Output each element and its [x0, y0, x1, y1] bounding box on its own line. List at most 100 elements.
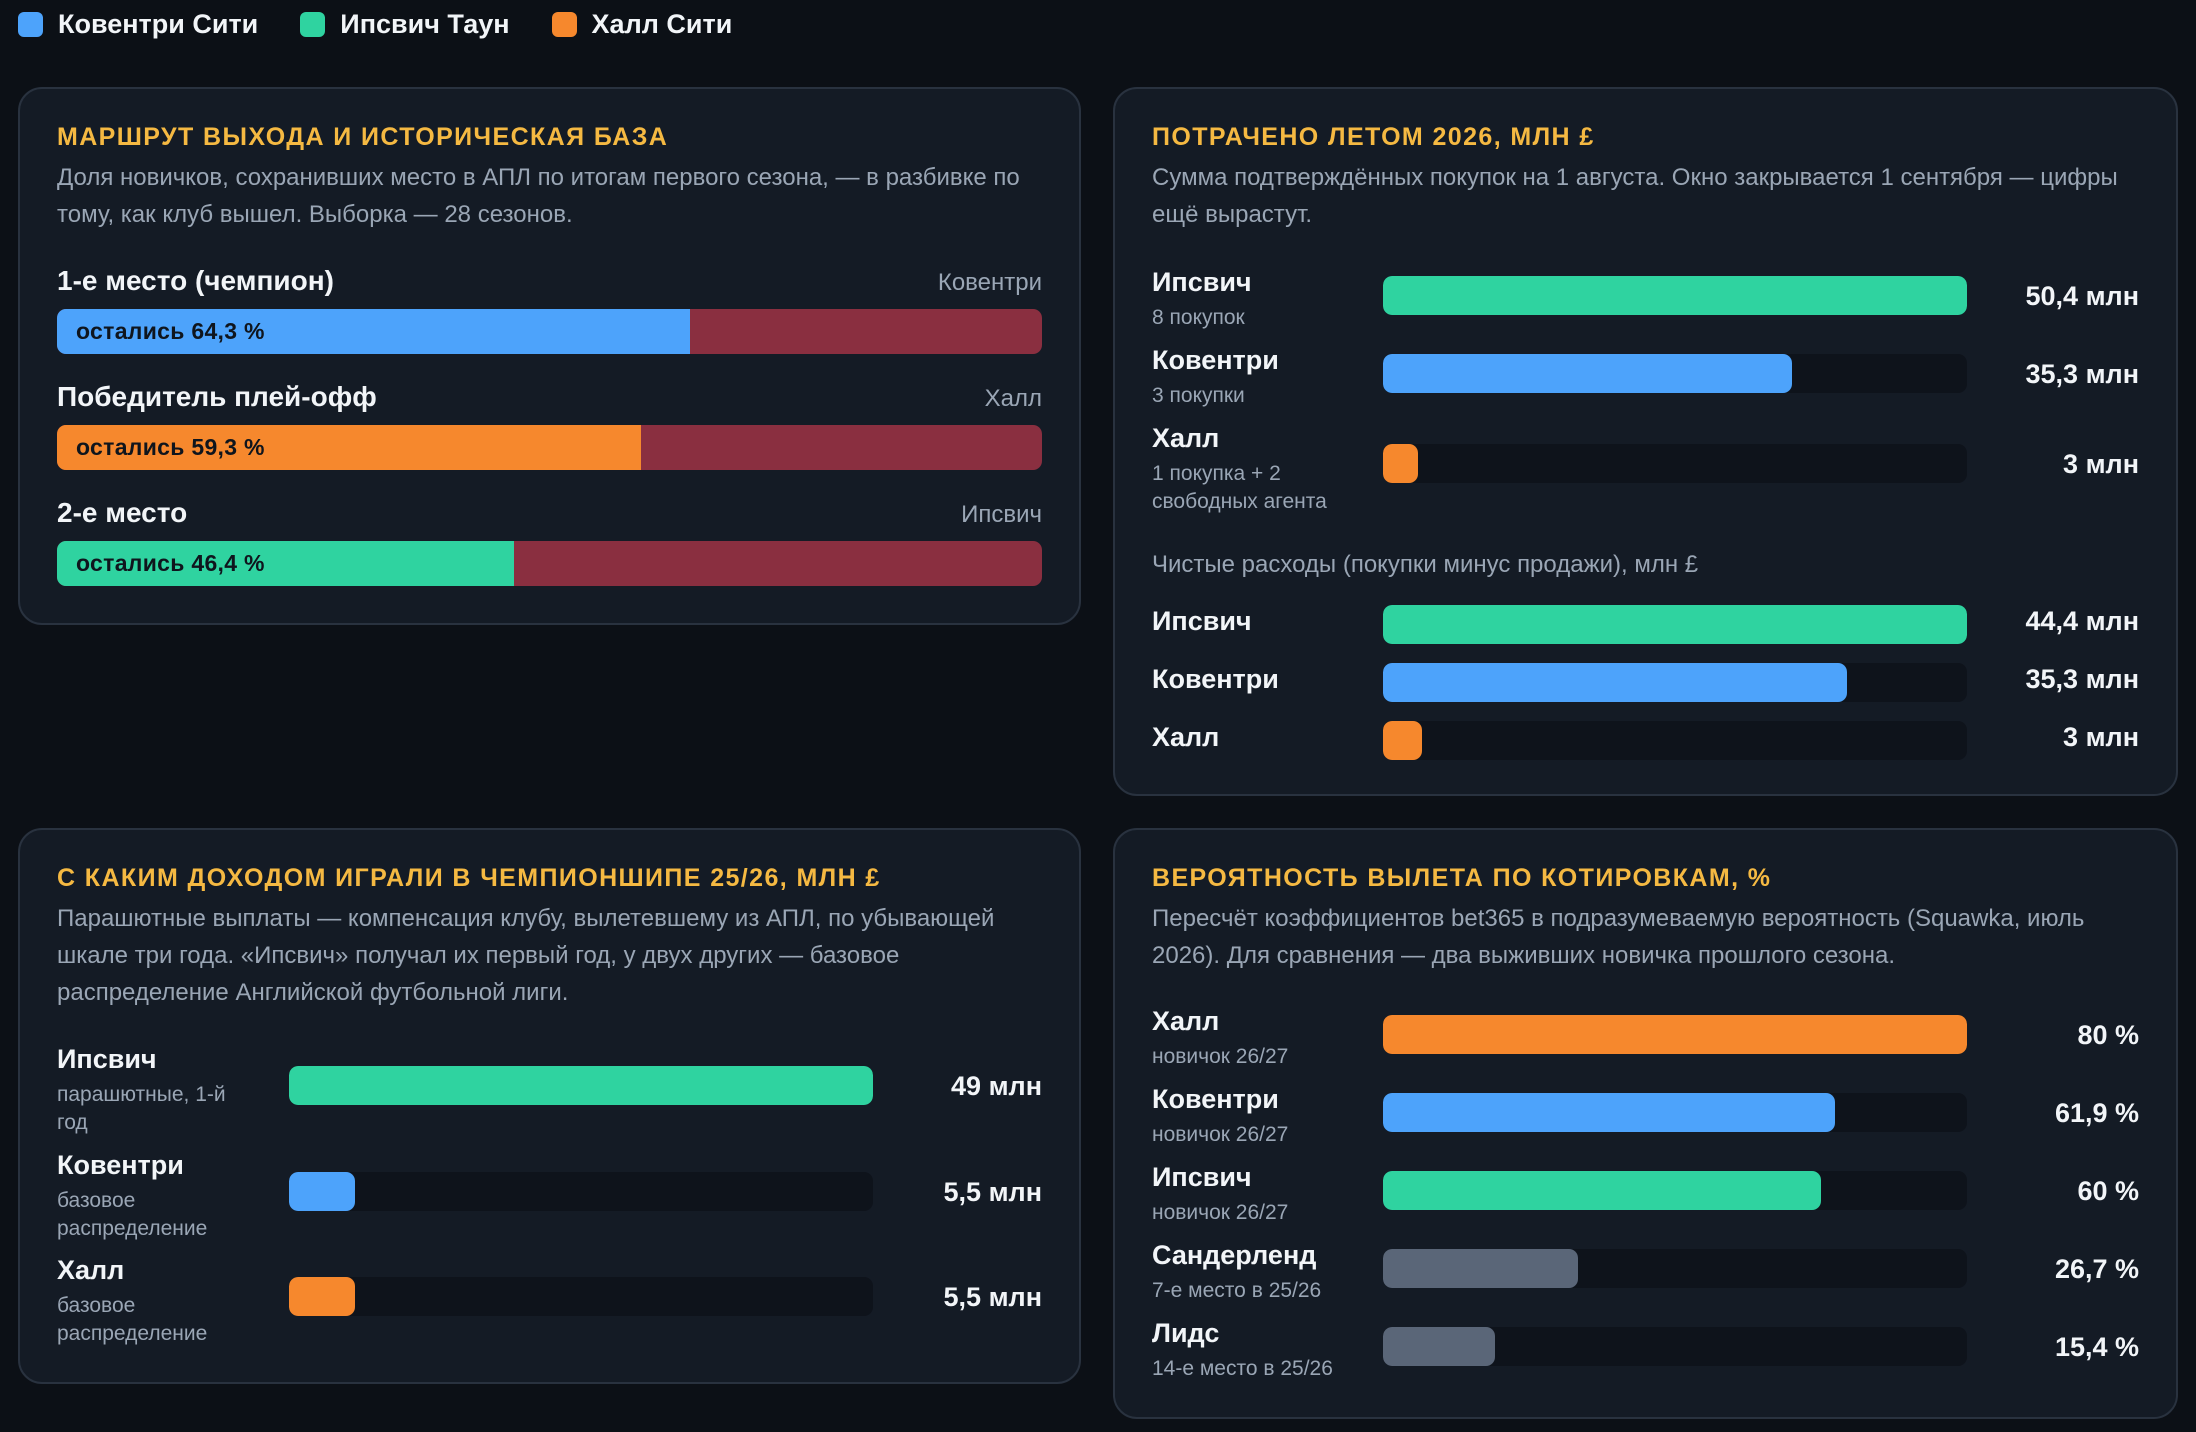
survival-route-label: 2-е место: [57, 497, 188, 528]
club-note: 8 покупок: [1152, 306, 1245, 329]
card-title: ПОТРАЧЕНО ЛЕТОМ 2026, МЛН £: [1152, 123, 1595, 151]
club-note: парашютные, 1-й год: [57, 1083, 226, 1134]
club-note: новичок 26/27: [1152, 1123, 1289, 1146]
income-row: Ипсвич парашютные, 1-й год 49 млн: [57, 1044, 1042, 1134]
bar-track: [1383, 1015, 1967, 1054]
chart-legend: Ковентри Сити Ипсвич Таун Халл Сити: [18, 8, 774, 40]
bar-value: 3 млн: [2063, 449, 2139, 479]
bar-fill: [1383, 444, 1418, 483]
bar-fill: [1383, 663, 1848, 702]
bar-fill: [289, 1172, 355, 1211]
card-subtitle: Доля новичков, сохранивших место в АПЛ п…: [57, 164, 1020, 228]
survival-bar-fill: [57, 541, 515, 586]
card-title: МАРШРУТ ВЫХОДА И ИСТОРИЧЕСКАЯ БАЗА: [57, 123, 669, 151]
club-name: Ковентри: [1152, 345, 1279, 375]
bar-fill: [1383, 1327, 1496, 1366]
bar-track: [1383, 276, 1967, 315]
odds-row: Лидс 14-е место в 25/26 15,4 %: [1152, 1318, 2139, 1388]
bar-fill: [1383, 1249, 1578, 1288]
legend-item-ipswich: Ипсвич Таун: [300, 8, 510, 40]
card-title: С КАКИМ ДОХОДОМ ИГРАЛИ В ЧЕМПИОНШИПЕ 25/…: [57, 864, 881, 892]
bar-value: 49 млн: [951, 1071, 1042, 1101]
club-note: базовое распределение: [57, 1189, 208, 1240]
survival-row: 2-е место Ипсвич остались 46,4 %: [57, 497, 1042, 587]
survival-bar-label: остались 64,3 %: [76, 318, 265, 344]
bar-track: [1383, 354, 1967, 393]
bar-fill: [1383, 1015, 1967, 1054]
club-name: Халл: [57, 1255, 125, 1285]
legend-item-hull: Халл Сити: [551, 9, 732, 40]
survival-row: 1-е место (чемпион) Ковентри остались 64…: [57, 265, 1042, 355]
income-row: Халл базовое распределение 5,5 млн: [57, 1255, 1042, 1345]
club-note: 3 покупки: [1152, 384, 1245, 407]
net-spend-row: Ипсвич 44,4 млн: [1152, 601, 2139, 649]
club-name: Ипсвич: [1152, 606, 1252, 636]
spending-card: ПОТРАЧЕНО ЛЕТОМ 2026, МЛН £ Сумма подтве…: [1113, 87, 2178, 796]
bar-fill: [1383, 1171, 1821, 1210]
bar-track: [289, 1277, 873, 1316]
survival-bar-fill: [57, 309, 691, 354]
bar-fill: [289, 1066, 873, 1105]
survival-club-label: Ипсвич: [961, 501, 1042, 528]
bar-fill: [1383, 721, 1423, 760]
club-note: 1 покупка + 2 свободных агента: [1152, 462, 1327, 513]
bar-value: 5,5 млн: [943, 1177, 1042, 1207]
survival-club-label: Халл: [984, 385, 1042, 412]
net-spend-row: Халл 3 млн: [1152, 717, 2139, 765]
bar-fill: [289, 1277, 355, 1316]
income-card: С КАКИМ ДОХОДОМ ИГРАЛИ В ЧЕМПИОНШИПЕ 25/…: [18, 828, 1081, 1384]
odds-row: Сандерленд 7-е место в 25/26 26,7 %: [1152, 1240, 2139, 1310]
income-row: Ковентри базовое распределение 5,5 млн: [57, 1150, 1042, 1240]
club-name: Ипсвич: [57, 1044, 157, 1074]
bar-track: [1383, 721, 1967, 760]
bar-value: 15,4 %: [2054, 1332, 2139, 1362]
spending-row: Халл 1 покупка + 2 свободных агента 3 мл…: [1152, 423, 2139, 513]
survival-bar-track: остались 64,3 %: [57, 309, 1042, 354]
bar-fill: [1383, 354, 1793, 393]
bar-track: [1383, 1093, 1967, 1132]
survival-club-label: Ковентри: [937, 269, 1042, 296]
relegation-odds-card: ВЕРОЯТНОСТЬ ВЫЛЕТА ПО КОТИРОВКАМ, % Пере…: [1113, 828, 2178, 1419]
bar-track: [1383, 663, 1967, 702]
spending-row: Ковентри 3 покупки 35,3 млн: [1152, 345, 2139, 415]
odds-row: Халл новичок 26/27 80 %: [1152, 1006, 2139, 1076]
survival-bar-track: остались 59,3 %: [57, 425, 1042, 470]
bar-value: 50,4 млн: [2025, 281, 2139, 311]
legend-label: Ипсвич Таун: [340, 8, 510, 39]
survival-route-label: Победитель плей-офф: [57, 381, 377, 412]
bar-value: 26,7 %: [2054, 1254, 2139, 1284]
card-subtitle: Сумма подтверждённых покупок на 1 август…: [1152, 164, 2118, 228]
club-note: 14-е место в 25/26: [1152, 1357, 1333, 1380]
bar-value: 80 %: [2077, 1020, 2139, 1050]
card-subtitle: Парашютные выплаты — компенсация клубу, …: [57, 905, 995, 1006]
bar-track: [1383, 1171, 1967, 1210]
bar-track: [289, 1066, 873, 1105]
card-title: ВЕРОЯТНОСТЬ ВЫЛЕТА ПО КОТИРОВКАМ, %: [1152, 864, 1772, 892]
club-note: новичок 26/27: [1152, 1201, 1289, 1224]
club-name: Ковентри: [1152, 664, 1279, 694]
survival-bar-track: остались 46,4 %: [57, 541, 1042, 586]
bar-track: [1383, 444, 1967, 483]
club-name: Ковентри: [1152, 1084, 1279, 1114]
club-name: Ковентри: [57, 1150, 184, 1180]
legend-swatch: [551, 11, 577, 37]
bar-value: 5,5 млн: [943, 1282, 1042, 1312]
club-name: Халл: [1152, 423, 1220, 453]
club-name: Халл: [1152, 1006, 1220, 1036]
bar-track: [289, 1172, 873, 1211]
odds-row: Ипсвич новичок 26/27 60 %: [1152, 1162, 2139, 1232]
bar-track: [1383, 1327, 1967, 1366]
bar-value: 61,9 %: [2054, 1098, 2139, 1128]
club-name: Ипсвич: [1152, 267, 1252, 297]
club-note: новичок 26/27: [1152, 1045, 1289, 1068]
bar-value: 3 млн: [2063, 722, 2139, 752]
bar-value: 60 %: [2077, 1176, 2139, 1206]
club-note: 7-е место в 25/26: [1152, 1279, 1322, 1302]
club-name: Лидс: [1152, 1318, 1220, 1348]
survival-bar-label: остались 46,4 %: [76, 550, 265, 576]
bar-track: [1383, 605, 1967, 644]
bar-value: 35,3 млн: [2025, 359, 2139, 389]
net-spend-label: Чистые расходы (покупки минус продажи), …: [1152, 551, 1699, 578]
club-name: Ипсвич: [1152, 1162, 1252, 1192]
legend-label: Ковентри Сити: [58, 8, 259, 39]
